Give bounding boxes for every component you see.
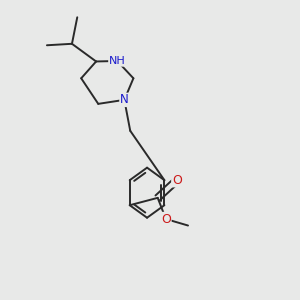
Text: O: O <box>172 174 182 187</box>
Text: O: O <box>161 212 171 226</box>
Text: N: N <box>120 93 129 106</box>
Text: NH: NH <box>109 56 126 66</box>
